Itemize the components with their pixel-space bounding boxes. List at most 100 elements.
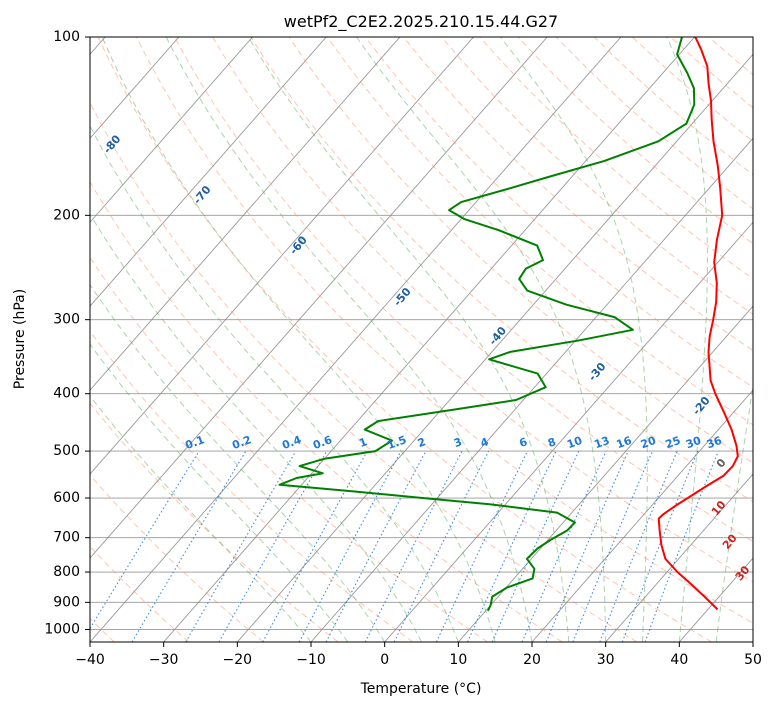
mixing-ratio-line: [364, 450, 463, 642]
dry-adiabat-line: [90, 545, 190, 642]
mixing-ratio-line: [545, 450, 629, 642]
y-axis-title: Pressure (hPa): [12, 289, 28, 389]
mixing-ratio-line: [298, 450, 402, 642]
dry-adiabat-line: [97, 37, 712, 642]
y-tick-label: 700: [53, 530, 80, 546]
dry-adiabat-line: [135, 37, 753, 624]
mixing-ratio-line: [90, 450, 200, 630]
dry-adiabat-line: [90, 256, 488, 642]
dry-adiabat-label: -90: [24, 88, 47, 112]
mixing-ratio-line: [262, 450, 368, 642]
plot-background: [90, 37, 753, 642]
moist-adiabat-line: [90, 283, 386, 642]
isotherm-lines: [90, 37, 753, 642]
moist-adiabat-label: 40: [752, 592, 772, 612]
moist-adiabat-line: [715, 383, 753, 642]
sounding-profiles: [278, 37, 739, 612]
dewpoint-profile-line: [278, 37, 696, 612]
y-tick-label: 800: [53, 564, 80, 580]
x-tick-label: 30: [597, 652, 615, 668]
isotherm-line: [163, 37, 695, 642]
mixing-ratio-label: 25: [664, 434, 683, 451]
mixing-ratio-label: 20: [639, 434, 658, 452]
mixing-ratio-line: [218, 450, 328, 642]
y-tick-label: 1000: [44, 621, 80, 637]
mixing-ratio-label: 6: [518, 435, 530, 450]
dry-adiabat-line: [90, 101, 638, 642]
isotherm-line: [90, 37, 401, 391]
mixing-ratio-label: 13: [593, 434, 612, 451]
mixing-ratio-label: 10: [565, 434, 584, 452]
y-tick-label: 200: [53, 207, 80, 223]
x-axis: −40 −30 −20 −10 0 10 20 30 40 50: [75, 642, 762, 668]
mixing-ratio-label: 30: [684, 434, 703, 452]
moist-adiabat-line: [356, 37, 607, 642]
plot-frame: [89, 36, 754, 643]
isotherm-line: [90, 37, 327, 307]
mixing-ratio-label: 4: [479, 435, 491, 450]
mixing-ratio-label: 0.6: [311, 433, 334, 452]
y-axis: 100 200 300 400 500 600 700 800 900 1000: [44, 29, 90, 637]
isotherm-line: [236, 53, 753, 642]
mixing-ratio-line: [521, 450, 607, 642]
dry-adiabat-line: [90, 402, 339, 642]
moist-adiabat-line: [101, 37, 496, 642]
y-tick-label: 600: [53, 490, 80, 506]
moist-adiabat-line: [90, 124, 459, 642]
mixing-ratio-line: [491, 450, 580, 642]
mixing-ratio-line: [393, 450, 490, 642]
isotherm-line: [90, 37, 548, 559]
mixing-ratio-label: 8: [546, 435, 558, 450]
mixing-ratio-label: 1.5: [386, 433, 409, 452]
y-tick-label: 100: [53, 29, 80, 45]
isotherm-line: [310, 137, 753, 642]
dry-adiabat-line: [212, 37, 753, 542]
isotherm-line: [90, 37, 474, 475]
x-tick-label: −10: [296, 652, 326, 668]
isotherm-line: [384, 221, 753, 642]
dry-adiabat-line: [90, 474, 264, 642]
mixing-ratio-lines: [90, 450, 719, 642]
x-tick-label: −30: [149, 652, 179, 668]
temperature-profile-line: [657, 37, 739, 611]
mixing-ratio-label: 3: [452, 435, 464, 450]
x-tick-label: 20: [523, 652, 541, 668]
mixing-ratio-line: [644, 450, 719, 642]
x-tick-label: 50: [744, 652, 762, 668]
x-tick-label: 0: [380, 652, 389, 668]
dry-adiabat-line: [250, 37, 753, 503]
chart-title: wetPf2_C2E2.2025.210.15.44.G27: [284, 12, 558, 32]
mixing-ratio-label: 1: [357, 435, 369, 450]
isotherm-line: [605, 473, 753, 642]
mixing-ratio-line: [621, 450, 699, 642]
dry-adiabat-lines: [90, 37, 753, 642]
mixing-ratio-label: 16: [615, 434, 634, 452]
x-axis-title: Temperature (°C): [360, 681, 482, 697]
moist-adiabat-line: [165, 37, 533, 642]
moist-adiabat-line: [500, 37, 648, 642]
isotherm-line: [752, 641, 753, 642]
x-tick-label: −20: [223, 652, 253, 668]
mixing-ratio-label: 2: [416, 435, 428, 450]
dry-adiabat-line: [174, 37, 753, 583]
isotherm-line: [90, 37, 622, 642]
y-tick-label: 900: [53, 594, 80, 610]
y-tick-label: 400: [53, 386, 80, 402]
dry-adiabat-line: [90, 180, 563, 642]
mixing-ratio-label: 36: [705, 434, 724, 452]
y-tick-label: 500: [53, 443, 80, 459]
dry-adiabat-line: [326, 37, 753, 426]
x-tick-label: 40: [670, 652, 688, 668]
moist-adiabat-line: [666, 37, 708, 642]
isotherm-line: [457, 305, 753, 642]
moist-adiabat-line: [90, 343, 349, 642]
isotherm-line: [531, 389, 753, 642]
dry-adiabat-line: [90, 330, 414, 642]
x-tick-label: 10: [449, 652, 467, 668]
isotherm-line: [90, 37, 253, 223]
moist-adiabat-line: [247, 37, 570, 642]
y-tick-label: 300: [53, 312, 80, 328]
mixing-ratio-label: 0.4: [280, 433, 303, 452]
dry-adiabat-line: [288, 37, 753, 464]
